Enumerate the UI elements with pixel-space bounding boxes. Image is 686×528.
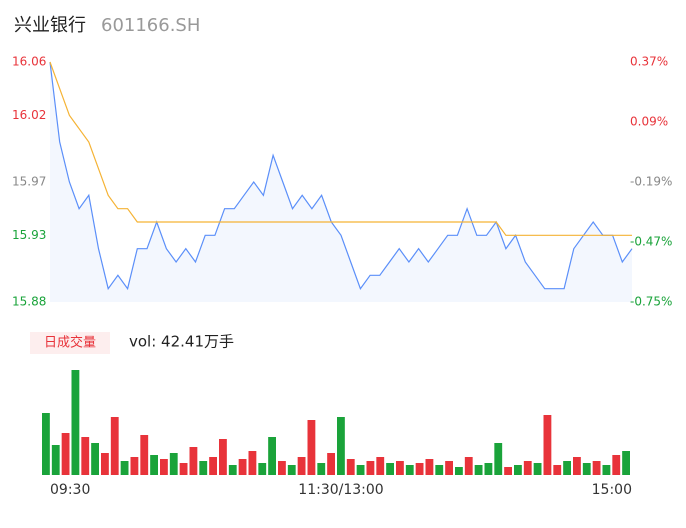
- volume-button[interactable]: [30, 332, 110, 354]
- volume-bar: [356, 465, 365, 475]
- volume-bar: [91, 443, 99, 475]
- volume-bar: [189, 447, 198, 475]
- y-tick-label: 15.93: [12, 228, 46, 242]
- volume-bar: [160, 459, 168, 475]
- volume-button-label[interactable]: 日成交量: [44, 335, 96, 351]
- volume-bar: [150, 455, 158, 475]
- y2-tick-label: -0.47%: [630, 235, 672, 249]
- volume-bar: [51, 445, 60, 475]
- volume-bar: [396, 461, 404, 475]
- volume-bar: [120, 461, 129, 475]
- x-tick-label: 11:30/13:00: [298, 482, 383, 498]
- volume-bar: [386, 463, 394, 475]
- volume-bar: [42, 413, 50, 475]
- y2-tick-label: -0.75%: [630, 295, 672, 309]
- volume-bar: [612, 455, 621, 475]
- volume-bar: [455, 467, 463, 475]
- volume-bar: [415, 463, 424, 475]
- volume-label: vol: 42.41万手: [129, 333, 234, 351]
- volume-bar: [523, 461, 532, 475]
- volume-bar: [209, 457, 217, 475]
- volume-bar: [287, 465, 296, 475]
- volume-bar: [71, 370, 80, 475]
- stock-name: 兴业银行: [14, 15, 86, 36]
- volume-bar: [602, 465, 611, 475]
- volume-bar: [464, 457, 473, 475]
- volume-bar: [219, 439, 227, 475]
- volume-bar: [592, 461, 601, 475]
- x-tick-label: 09:30: [50, 482, 90, 498]
- volume-bar: [337, 417, 345, 475]
- volume-bar: [317, 463, 326, 475]
- average-line: [49, 61, 632, 236]
- volume-bar: [366, 461, 375, 475]
- volume-bar: [278, 461, 286, 475]
- volume-bar: [445, 461, 453, 475]
- volume-bar: [228, 465, 237, 475]
- volume-bar: [268, 437, 276, 475]
- volume-bar: [553, 465, 562, 475]
- y-tick-label: 15.88: [12, 295, 46, 309]
- volume-bar: [81, 437, 90, 475]
- volume-bar: [484, 463, 493, 475]
- price-line: [49, 61, 633, 291]
- volume-bar: [110, 417, 119, 475]
- x-tick-label: 15:00: [592, 482, 632, 498]
- volume-bar: [346, 459, 355, 475]
- volume-bar: [514, 465, 522, 475]
- volume-bar: [425, 459, 434, 475]
- volume-bar: [179, 463, 188, 475]
- volume-bar: [101, 453, 109, 475]
- volume-bar: [573, 457, 581, 475]
- volume-bar: [258, 463, 267, 475]
- volume-bar: [563, 461, 571, 475]
- volume-bar: [140, 435, 149, 475]
- volume-bar: [238, 459, 247, 475]
- stock-code: 601166.SH: [101, 15, 200, 36]
- volume-bar: [494, 443, 503, 475]
- volume-bar: [405, 465, 414, 475]
- y-tick-label: 16.06: [12, 55, 46, 69]
- volume-bar: [376, 457, 385, 475]
- volume-bar: [61, 433, 70, 475]
- volume-bar: [533, 463, 542, 475]
- volume-bar: [297, 457, 306, 475]
- y2-tick-label: -0.19%: [630, 175, 672, 189]
- volume-bar: [622, 451, 630, 475]
- volume-bar: [327, 453, 335, 475]
- volume-bar: [199, 461, 208, 475]
- volume-bar: [543, 415, 552, 475]
- y-tick-label: 15.97: [12, 175, 46, 189]
- volume-bar: [130, 457, 139, 475]
- volume-bar: [169, 453, 178, 475]
- volume-bar: [307, 420, 316, 475]
- volume-bar: [582, 463, 591, 475]
- volume-bar: [474, 465, 483, 475]
- volume-bar: [504, 467, 512, 475]
- volume-bar: [248, 451, 257, 475]
- y2-tick-label: 0.09%: [630, 115, 668, 129]
- price-area: [50, 62, 632, 302]
- y2-tick-label: 0.37%: [630, 55, 668, 69]
- y-tick-label: 16.02: [12, 108, 46, 122]
- volume-bar: [435, 465, 444, 475]
